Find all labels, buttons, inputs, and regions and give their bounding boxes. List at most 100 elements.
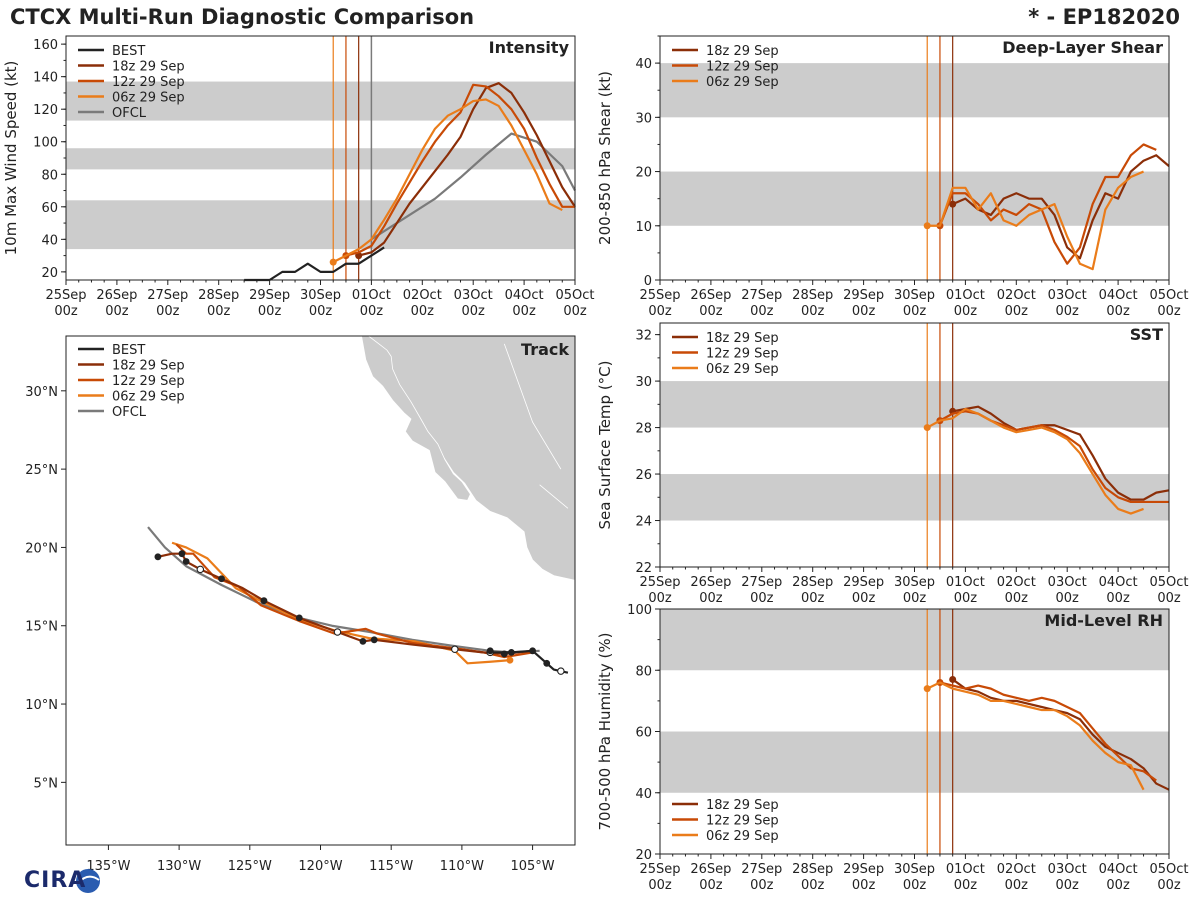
figure-title: CTCX Multi-Run Diagnostic Comparison <box>10 5 475 29</box>
track-position-marker <box>507 648 515 656</box>
lat-tick-label: 30°N <box>25 385 58 400</box>
legend-entry: OFCL <box>112 405 147 420</box>
x-tick-label: 00z <box>801 591 825 606</box>
y-axis-label: 10m Max Wind Speed (kt) <box>2 61 20 256</box>
x-tick-label: 00z <box>411 304 435 319</box>
x-tick-label: 00z <box>207 304 231 319</box>
x-tick-label: 01Oct <box>946 862 985 877</box>
x-tick-label: 30Sep <box>894 862 935 877</box>
x-tick-label: 00z <box>750 591 774 606</box>
x-tick-label: 00z <box>1157 878 1181 893</box>
y-tick-label: 32 <box>635 329 652 344</box>
x-tick-label: 00z <box>903 591 927 606</box>
y-tick-label: 40 <box>41 233 58 248</box>
x-tick-label: 05Oct <box>1149 288 1188 303</box>
y-tick-label: 60 <box>41 201 58 216</box>
x-tick-label: 00z <box>852 304 876 319</box>
x-tick-label: 00z <box>156 304 180 319</box>
series-line-18z-29-sep <box>952 405 1170 501</box>
x-tick-label: 29Sep <box>843 288 884 303</box>
x-tick-label: 25Sep <box>639 862 680 877</box>
storm-id: * - EP182020 <box>1028 5 1180 29</box>
x-tick-label: 00z <box>648 591 672 606</box>
x-tick-label: 27Sep <box>741 288 782 303</box>
x-tick-label: 00z <box>648 304 672 319</box>
cira-logo-text: CIRA <box>24 868 87 893</box>
x-tick-label: 04Oct <box>1099 288 1138 303</box>
shaded-band <box>660 171 1169 226</box>
track-position-marker-open <box>196 565 205 574</box>
legend-entry: 18z 29 Sep <box>706 44 779 59</box>
x-tick-label: 02Oct <box>997 862 1036 877</box>
x-tick-label: 27Sep <box>147 288 188 303</box>
x-tick-label: 25Sep <box>639 575 680 590</box>
shaded-band <box>660 381 1169 428</box>
y-tick-label: 24 <box>635 515 652 530</box>
x-tick-label: 00z <box>750 878 774 893</box>
track-position-marker <box>178 550 186 558</box>
track-position-marker <box>295 614 303 622</box>
shaded-band <box>660 63 1169 118</box>
shaded-band <box>66 148 575 170</box>
lon-tick-label: 105°W <box>510 859 554 874</box>
x-tick-label: 00z <box>699 591 723 606</box>
lat-tick-label: 10°N <box>25 698 58 713</box>
panel-title: Track <box>521 340 569 359</box>
x-tick-label: 28Sep <box>198 288 239 303</box>
y-tick-label: 160 <box>33 38 58 53</box>
track-position-marker <box>359 638 367 645</box>
track-position-marker <box>529 647 536 655</box>
y-tick-label: 28 <box>635 422 652 437</box>
x-tick-label: 00z <box>1157 304 1181 319</box>
x-tick-label: 30Sep <box>894 288 935 303</box>
y-tick-label: 30 <box>635 375 652 390</box>
x-tick-label: 29Sep <box>843 862 884 877</box>
panel-rh: 2040608010025Sep00z26Sep00z27Sep00z28Sep… <box>596 603 1189 893</box>
x-tick-label: 00z <box>512 304 536 319</box>
legend-entry: 06z 29 Sep <box>706 362 779 377</box>
land-layer <box>147 336 575 675</box>
track-position-marker <box>182 558 190 565</box>
legend-entry: 06z 29 Sep <box>706 829 779 844</box>
y-tick-label: 80 <box>635 664 652 679</box>
x-tick-label: 30Sep <box>300 288 341 303</box>
legend-entry: 18z 29 Sep <box>112 60 185 75</box>
x-tick-label: 00z <box>1056 591 1080 606</box>
series-start-marker <box>329 258 337 266</box>
cira-logo <box>4 866 114 900</box>
x-tick-label: 01Oct <box>946 288 985 303</box>
series-line-06z-29-sep <box>926 681 1145 791</box>
x-tick-label: 03Oct <box>1048 288 1087 303</box>
x-tick-label: 05Oct <box>1149 862 1188 877</box>
x-tick-label: 02Oct <box>997 575 1036 590</box>
legend-entry: 12z 29 Sep <box>706 347 779 362</box>
x-tick-label: 00z <box>258 304 282 319</box>
x-tick-label: 00z <box>750 304 774 319</box>
legend-entry: OFCL <box>112 106 147 121</box>
shaded-band <box>660 731 1169 793</box>
panel-track: 5°N 10°N 15°N 20°N 25°N 30°N 135°W 130°W 125°W 12… <box>25 335 576 874</box>
x-tick-label: 00z <box>954 304 978 319</box>
track-position-marker <box>500 650 508 658</box>
x-tick-label: 00z <box>699 878 723 893</box>
x-tick-label: 00z <box>360 304 384 319</box>
legend-entry: 12z 29 Sep <box>112 75 185 90</box>
x-tick-label: 28Sep <box>792 288 833 303</box>
legend-entry: 06z 29 Sep <box>112 390 185 405</box>
y-tick-label: 20 <box>635 848 652 863</box>
x-tick-label: 00z <box>954 591 978 606</box>
track-position-marker <box>218 575 225 583</box>
lat-tick-label: 20°N <box>25 541 58 556</box>
x-tick-label: 04Oct <box>1099 575 1138 590</box>
track-position-marker-open <box>557 667 565 675</box>
x-tick-label: 00z <box>1005 878 1029 893</box>
y-tick-label: 10 <box>635 220 652 235</box>
x-tick-label: 00z <box>1056 304 1080 319</box>
x-tick-label: 04Oct <box>505 288 544 303</box>
lon-tick-label: 120°W <box>298 859 342 874</box>
legend-entry: 12z 29 Sep <box>706 60 779 75</box>
x-tick-label: 00z <box>1056 878 1080 893</box>
legend-entry: 06z 29 Sep <box>112 91 185 106</box>
x-tick-label: 00z <box>1005 591 1029 606</box>
